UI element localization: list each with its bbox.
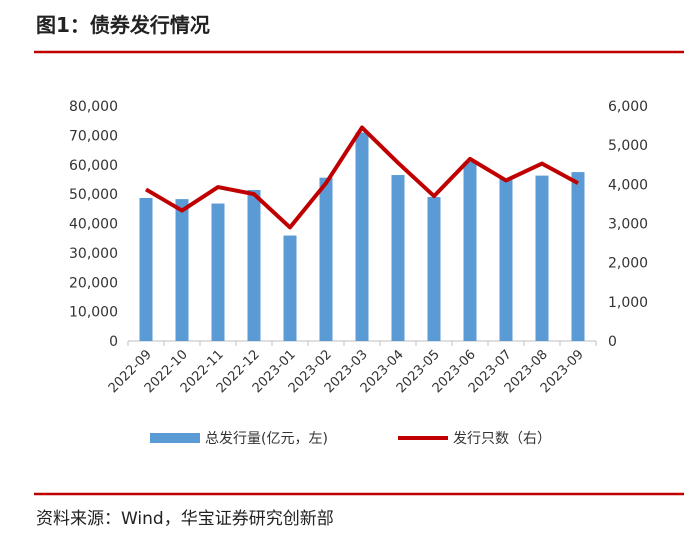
y-tick-label: 70,000	[69, 128, 118, 144]
chart-title: 图1：债券发行情况	[36, 13, 210, 37]
bar	[319, 177, 333, 341]
bar	[499, 177, 513, 341]
y2-tick-label: 6,000	[608, 99, 648, 115]
bar	[535, 175, 549, 341]
y2-tick-label: 3,000	[608, 217, 648, 233]
y2-tick-label: 4,000	[608, 177, 648, 193]
y-tick-label: 40,000	[69, 217, 118, 233]
bar	[571, 172, 585, 341]
line	[144, 125, 579, 230]
legend-swatch	[150, 433, 200, 443]
y-tick-label: 80,000	[69, 99, 118, 115]
bar	[139, 197, 153, 341]
y-tick-label: 0	[109, 334, 118, 350]
y2-tick-label: 2,000	[608, 256, 648, 272]
legend-label: 发行只数（右）	[453, 431, 551, 447]
y-tick-label: 50,000	[69, 187, 118, 203]
bar	[175, 199, 189, 341]
y-tick-label: 10,000	[69, 305, 118, 321]
bar	[283, 235, 297, 341]
y2-tick-label: 5,000	[608, 138, 648, 154]
bar	[355, 132, 369, 341]
y-tick-label: 20,000	[69, 275, 118, 291]
y2-tick-label: 1,000	[608, 295, 648, 311]
y-tick-label: 30,000	[69, 246, 118, 262]
legend-label: 总发行量(亿元，左)	[205, 431, 328, 447]
bar	[463, 161, 477, 341]
y-tick-label: 60,000	[69, 158, 118, 174]
bar	[391, 175, 405, 341]
bar	[427, 197, 441, 341]
bar	[211, 203, 225, 341]
source-note: 资料来源：Wind，华宝证券研究创新部	[36, 509, 334, 529]
bar	[247, 190, 261, 341]
y2-tick-label: 0	[608, 334, 617, 350]
